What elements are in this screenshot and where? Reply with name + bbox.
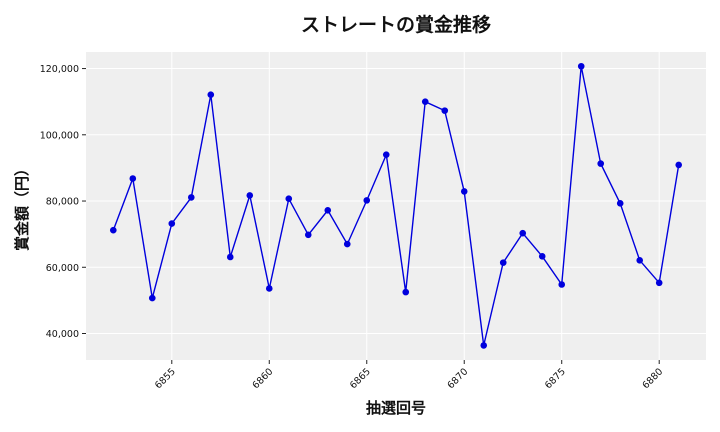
data-point: [460, 188, 468, 195]
data-point: [285, 195, 293, 203]
data-point: [597, 160, 605, 167]
data-point: [402, 288, 410, 296]
data-point: [304, 231, 312, 239]
x-axis-label: 抽選回号: [366, 399, 426, 417]
x-tick-label: 6865: [348, 366, 373, 391]
data-point: [538, 253, 546, 260]
x-tick-label: 6880: [640, 366, 665, 391]
y-tick-label: 120,000: [40, 64, 79, 75]
y-tick-label: 80,000: [46, 197, 79, 208]
chart-title: ストレートの賞金推移: [301, 13, 491, 36]
data-point: [148, 294, 156, 302]
data-point: [577, 62, 585, 70]
data-point: [246, 192, 254, 199]
y-tick-label: 40,000: [46, 329, 79, 340]
x-tick-label: 6855: [153, 366, 178, 391]
data-point: [499, 259, 507, 266]
series-line: [112, 66, 680, 346]
x-axis-ticks: 6855 6860 6865 6870 6875 6880: [153, 360, 665, 391]
x-tick-label: 6860: [251, 366, 276, 391]
y-axis-label: 賞金額（円）: [13, 161, 31, 251]
x-tick-label: 6870: [445, 366, 470, 391]
data-point: [558, 281, 566, 288]
data-point: [655, 279, 663, 287]
plot-area: [86, 52, 706, 360]
x-tick-label: 6875: [543, 366, 568, 391]
data-point: [207, 91, 215, 99]
data-point: [168, 220, 176, 227]
y-tick-label: 100,000: [40, 130, 79, 141]
data-point: [382, 151, 390, 158]
data-point: [363, 197, 371, 204]
data-points: [109, 62, 683, 349]
data-point: [187, 194, 195, 201]
data-point: [226, 253, 234, 261]
data-point: [129, 175, 137, 182]
data-point: [265, 285, 273, 292]
data-point: [343, 240, 351, 248]
data-point: [421, 98, 429, 105]
data-point: [519, 229, 527, 237]
y-tick-label: 60,000: [46, 263, 79, 274]
data-point: [324, 207, 332, 214]
data-point: [441, 107, 449, 114]
data-point: [636, 257, 644, 264]
data-point: [616, 200, 624, 207]
data-point: [480, 342, 488, 349]
data-point: [675, 161, 683, 169]
data-point: [109, 226, 117, 234]
y-axis-ticks: 40,000 60,000 80,000 100,000 120,000: [40, 64, 86, 340]
